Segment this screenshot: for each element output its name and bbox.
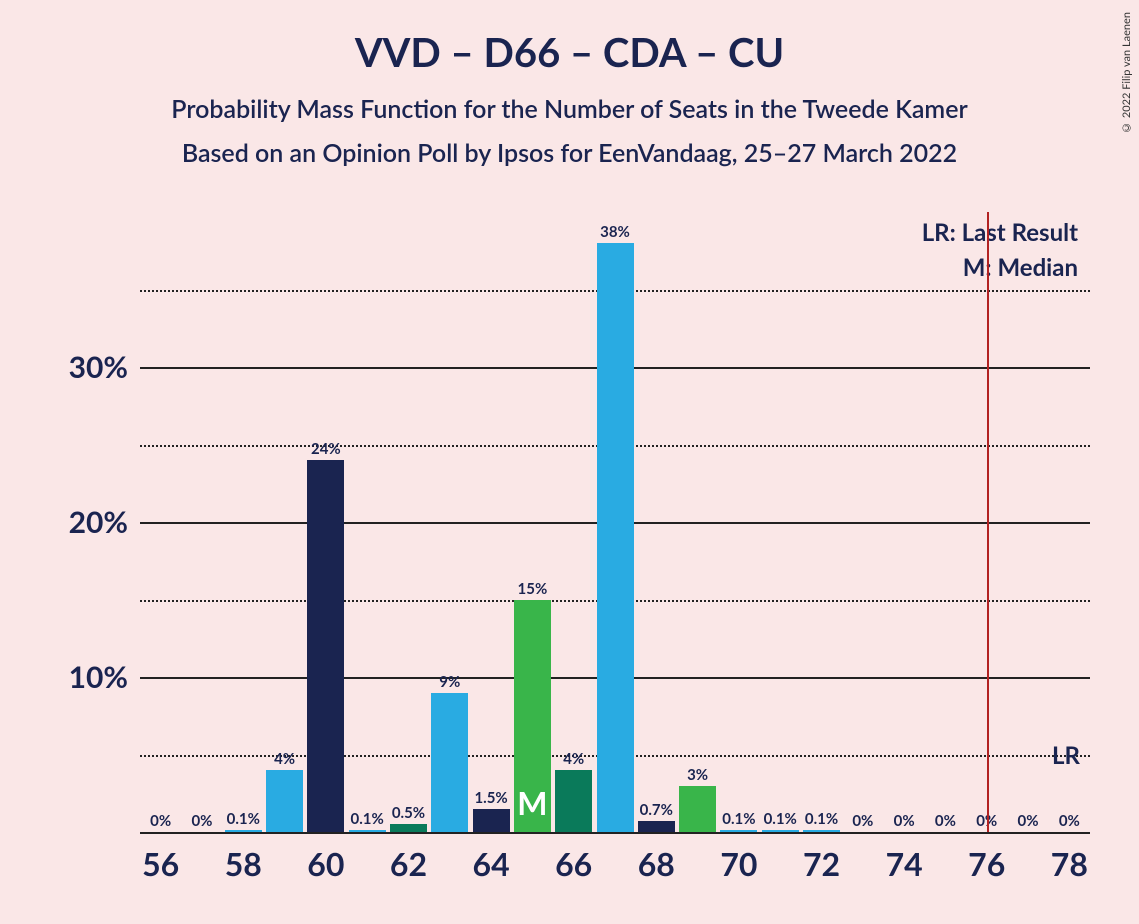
bar-value-label: 1.5% <box>474 789 507 807</box>
x-tick-label: 58 <box>225 844 262 883</box>
bar: 0.1% <box>225 830 262 832</box>
bar-value-label: 0.1% <box>805 810 838 828</box>
bar-value-label: 9% <box>439 673 460 691</box>
bar-value-label: 0% <box>1059 812 1080 830</box>
legend-lr: LR: Last Result <box>922 218 1078 247</box>
bar-value-label: 4% <box>274 750 295 768</box>
bar-value-label: 0.7% <box>640 801 673 819</box>
y-tick-label: 10% <box>38 659 128 695</box>
bar-value-label: 0.1% <box>227 810 260 828</box>
bar-value-label: 4% <box>563 750 584 768</box>
y-tick-label: 20% <box>38 504 128 540</box>
bar: 0.1% <box>803 830 840 832</box>
x-tick-label: 72 <box>803 844 840 883</box>
bar: 9% <box>431 693 468 833</box>
bar-value-label: 0% <box>852 812 873 830</box>
bar-value-label: 0.1% <box>722 810 755 828</box>
bar-value-label: 3% <box>687 766 708 784</box>
x-tick-label: 76 <box>968 844 1005 883</box>
bar: 38% <box>597 243 634 832</box>
bar: 24% <box>307 460 344 832</box>
last-result-label: LR <box>1052 741 1080 770</box>
bar-value-label: 0.1% <box>764 810 797 828</box>
bar-value-label: 24% <box>311 440 341 458</box>
chart-subtitle-1: Probability Mass Function for the Number… <box>0 94 1139 124</box>
legend: LR: Last Result M: Median <box>922 218 1078 288</box>
median-marker: M <box>517 783 547 822</box>
chart-title: VVD – D66 – CDA – CU <box>0 0 1139 76</box>
y-tick-label: 30% <box>38 349 128 385</box>
chart-area: LR: Last Result M: Median 10%20%30%0%0%0… <box>48 212 1108 912</box>
bar: 0.1% <box>762 830 799 832</box>
bar: 1.5% <box>473 809 510 832</box>
bar-value-label: 0.1% <box>351 810 384 828</box>
x-tick-label: 70 <box>720 844 757 883</box>
bar: 0.7% <box>638 821 675 832</box>
x-tick-label: 56 <box>142 844 179 883</box>
x-tick-label: 64 <box>473 844 510 883</box>
x-tick-label: 74 <box>886 844 923 883</box>
chart-subtitle-2: Based on an Opinion Poll by Ipsos for Ee… <box>0 138 1139 168</box>
bar: 4% <box>555 770 592 832</box>
gridline-major <box>140 832 1090 834</box>
x-tick-label: 68 <box>638 844 675 883</box>
bar-value-label: 0% <box>191 812 212 830</box>
bar: 0.1% <box>720 830 757 832</box>
x-tick-label: 60 <box>307 844 344 883</box>
bar-value-label: 38% <box>600 223 630 241</box>
last-result-line <box>987 212 989 832</box>
bar: 15%M <box>514 600 551 833</box>
bar: 0.1% <box>349 830 386 832</box>
bar-value-label: 0.5% <box>392 804 425 822</box>
bar: 4% <box>266 770 303 832</box>
plot-region: LR: Last Result M: Median 10%20%30%0%0%0… <box>140 212 1090 832</box>
x-tick-label: 78 <box>1051 844 1088 883</box>
bar-value-label: 15% <box>518 580 548 598</box>
legend-m: M: Median <box>922 253 1078 282</box>
copyright-text: © 2022 Filip van Laenen <box>1120 12 1133 134</box>
bar-value-label: 0% <box>1018 812 1039 830</box>
bar-value-label: 0% <box>894 812 915 830</box>
bar-value-label: 0% <box>150 812 171 830</box>
bar: 3% <box>679 786 716 833</box>
bar-value-label: 0% <box>935 812 956 830</box>
x-tick-label: 66 <box>555 844 592 883</box>
bar: 0.5% <box>390 824 427 832</box>
x-tick-label: 62 <box>390 844 427 883</box>
